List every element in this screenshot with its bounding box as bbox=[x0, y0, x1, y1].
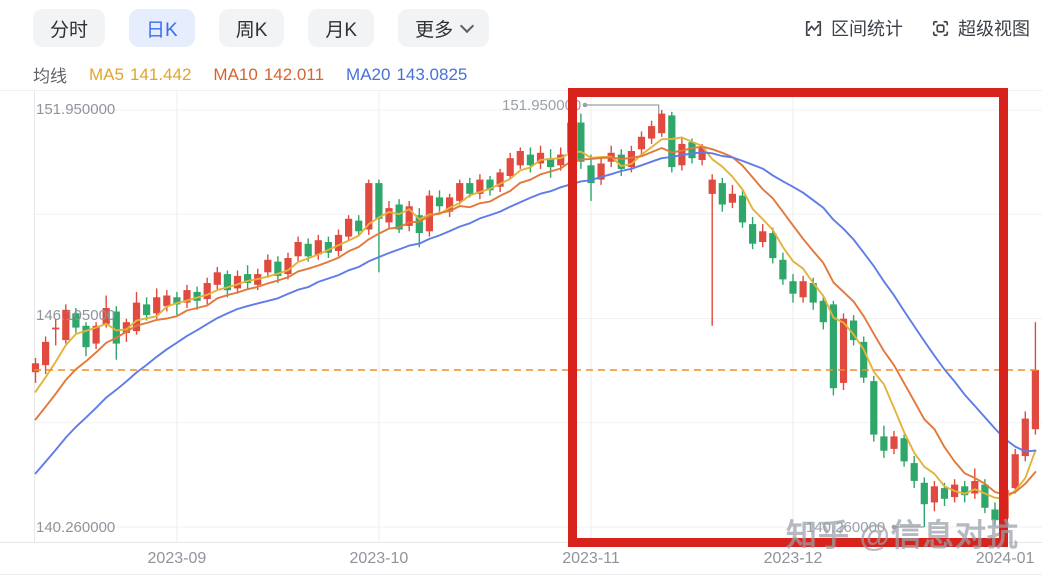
legend-ma-item-1: MA10 142.011 bbox=[213, 65, 324, 85]
tab-minute-label: 分时 bbox=[50, 19, 89, 41]
axis-separator-line bbox=[0, 574, 1042, 575]
super-view-icon bbox=[931, 19, 950, 38]
tab-weekly-k[interactable]: 周K bbox=[218, 9, 285, 47]
x-axis-label-2024-01: 2024-01 bbox=[975, 550, 1035, 567]
range-stats-button[interactable]: 区间统计 bbox=[804, 15, 903, 41]
tab-monthly-k[interactable]: 月K bbox=[308, 9, 375, 47]
super-view-button[interactable]: 超级视图 bbox=[931, 15, 1030, 41]
legend-ma5-value: 141.442 bbox=[129, 64, 192, 84]
range-stats-icon bbox=[804, 19, 823, 38]
y-axis-label-mid: 146.105000 bbox=[36, 307, 116, 324]
range-stats-label: 区间统计 bbox=[831, 19, 903, 39]
legend-ma20-label: MA20 bbox=[346, 64, 391, 84]
high-price-callout: 151.950000 bbox=[502, 97, 582, 114]
tab-more-label: 更多 bbox=[415, 19, 454, 41]
tab-daily-k[interactable]: 日K bbox=[129, 9, 195, 47]
tab-daily-k-label: 日K bbox=[146, 19, 178, 41]
toolbar: 分时 日K 周K 月K 更多 区间统计 bbox=[33, 8, 1030, 48]
legend-ma5-label: MA5 bbox=[89, 64, 124, 84]
legend-ma-item-2: MA20 143.0825 bbox=[346, 65, 467, 85]
watermark: 知乎 @信息对抗 bbox=[786, 518, 1019, 553]
candlestick-chart[interactable] bbox=[0, 90, 1042, 543]
legend-ma20-value: 143.0825 bbox=[396, 64, 468, 84]
ma-legend: 均线 MA5 141.442 MA10 142.011 MA20 143.0825 bbox=[33, 62, 467, 87]
x-axis-label-2023-11: 2023-11 bbox=[562, 550, 620, 567]
y-axis-label-high: 151.950000 bbox=[36, 101, 116, 118]
toolbar-actions: 区间统计 超级视图 bbox=[804, 15, 1030, 41]
period-tabs: 分时 日K 周K 月K 更多 bbox=[33, 9, 490, 47]
legend-title: 均线 bbox=[33, 67, 67, 86]
x-axis-label-2023-10: 2023-10 bbox=[349, 550, 409, 567]
super-view-label: 超级视图 bbox=[958, 19, 1030, 39]
legend-ma10-label: MA10 bbox=[213, 64, 258, 84]
tab-weekly-k-label: 周K bbox=[235, 19, 268, 41]
chart-area: 151.950000 146.105000 140.260000 151.950… bbox=[0, 88, 1042, 582]
tab-more[interactable]: 更多 bbox=[398, 9, 490, 47]
legend-ma10-value: 142.011 bbox=[263, 64, 325, 84]
x-axis-label-2023-09: 2023-09 bbox=[147, 550, 207, 567]
tab-monthly-k-label: 月K bbox=[325, 19, 358, 41]
y-axis-label-low: 140.260000 bbox=[36, 519, 116, 536]
legend-ma-item-0: MA5 141.442 bbox=[89, 65, 191, 85]
tab-minute[interactable]: 分时 bbox=[33, 9, 106, 47]
low-price-callout: 140.260000 bbox=[806, 519, 886, 536]
chevron-down-icon bbox=[460, 18, 475, 33]
x-axis-label-2023-12: 2023-12 bbox=[763, 550, 823, 567]
